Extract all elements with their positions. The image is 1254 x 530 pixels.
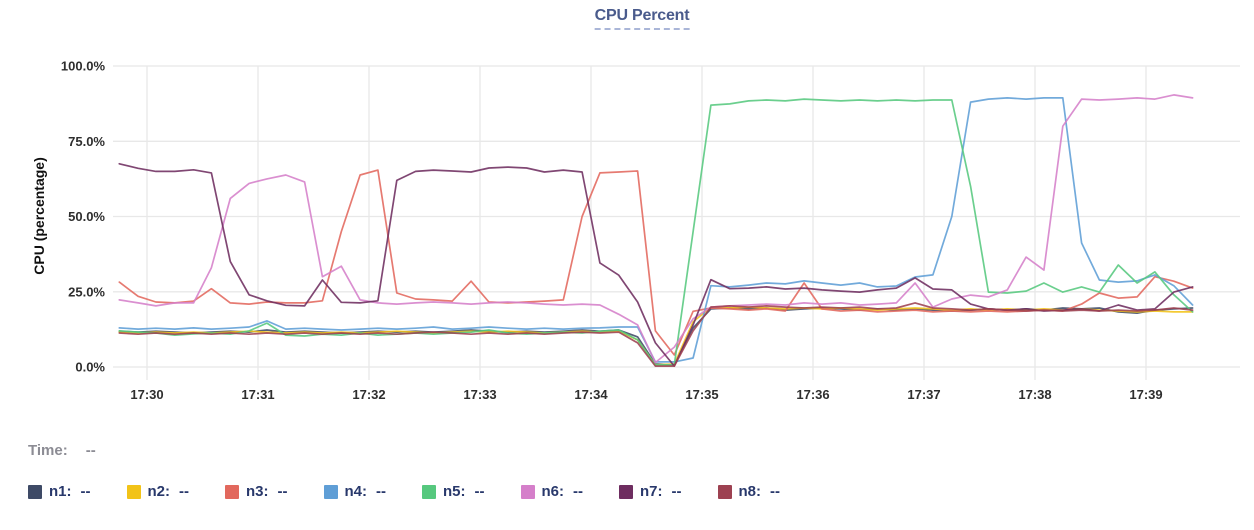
legend-item-n7[interactable]: n7: --	[619, 483, 682, 500]
legend-label: n3:	[246, 483, 269, 500]
x-tick-label: 17:35	[685, 387, 718, 402]
series-line-n5	[118, 98, 1194, 366]
x-tick-label: 17:30	[130, 387, 163, 402]
legend-swatch-n8	[717, 484, 732, 499]
chart-legend: n1: -- n2: -- n3: -- n4: -- n5: -- n6: -- n7: -- n8: --	[28, 483, 816, 500]
legend-swatch-n4	[323, 484, 338, 499]
legend-swatch-n2	[126, 484, 141, 499]
legend-label: n6:	[541, 483, 565, 500]
legend-value: --	[80, 483, 91, 500]
legend-label: n4:	[344, 483, 368, 500]
legend-value: --	[573, 483, 583, 500]
legend-value: --	[179, 483, 189, 500]
y-tick-label: 75.0%	[68, 134, 105, 149]
time-value: --	[85, 442, 96, 459]
x-tick-label: 17:39	[1129, 387, 1162, 402]
x-tick-label: 17:37	[907, 387, 940, 402]
y-tick-label: 0.0%	[75, 360, 105, 375]
legend-value: --	[474, 483, 485, 500]
legend-swatch-n6	[520, 484, 535, 499]
legend-label: n8:	[738, 483, 762, 500]
legend-value: --	[277, 483, 288, 500]
legend-item-n1[interactable]: n1: --	[28, 483, 91, 500]
x-tick-label: 17:38	[1018, 387, 1051, 402]
y-tick-label: 25.0%	[68, 284, 105, 299]
x-tick-label: 17:31	[241, 387, 274, 402]
series-line-n4	[118, 97, 1194, 363]
series-line-n3	[118, 169, 1194, 356]
legend-value: --	[376, 483, 386, 500]
legend-item-n3[interactable]: n3: --	[225, 483, 288, 500]
legend-swatch-n7	[619, 484, 633, 499]
legend-item-n2[interactable]: n2: --	[126, 483, 189, 500]
legend-swatch-n3	[225, 484, 239, 499]
y-axis-title: CPU (percentage)	[31, 157, 47, 274]
time-row: Time: --	[28, 442, 96, 459]
x-tick-label: 17:33	[463, 387, 496, 402]
x-tick-label: 17:34	[574, 387, 608, 402]
legend-swatch-n1	[28, 484, 42, 499]
series-line-n2	[118, 306, 1194, 366]
legend-label: n1:	[49, 483, 72, 500]
y-tick-label: 100.0%	[61, 59, 106, 74]
series-line-n7	[118, 162, 1194, 367]
x-tick-label: 17:36	[796, 387, 829, 402]
legend-item-n6[interactable]: n6: --	[520, 483, 583, 500]
time-label: Time:	[28, 442, 68, 459]
legend-item-n4[interactable]: n4: --	[323, 483, 386, 500]
series-line-n8	[118, 302, 1194, 367]
chart-title[interactable]: CPU Percent	[594, 7, 690, 30]
y-tick-label: 50.0%	[68, 209, 105, 224]
legend-label: n7:	[640, 483, 663, 500]
x-tick-label: 17:32	[352, 387, 385, 402]
series-line-n1	[118, 307, 1194, 366]
legend-swatch-n5	[422, 484, 436, 499]
legend-value: --	[770, 483, 780, 500]
legend-value: --	[671, 483, 682, 500]
legend-item-n5[interactable]: n5: --	[422, 483, 485, 500]
legend-label: n2:	[147, 483, 171, 500]
legend-item-n8[interactable]: n8: --	[717, 483, 780, 500]
legend-label: n5:	[443, 483, 466, 500]
series-line-n6	[118, 94, 1194, 364]
cpu-line-chart[interactable]: 100.0% 75.0% 50.0% 25.0% 0.0% 17:30 17:31 17:32…	[0, 0, 1254, 425]
